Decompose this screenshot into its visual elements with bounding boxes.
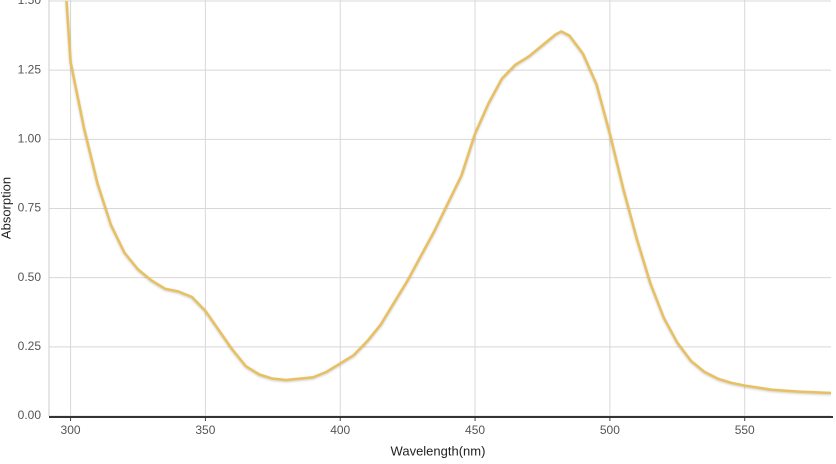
x-tick-label: 450 bbox=[465, 423, 485, 437]
y-tick-label: 0.00 bbox=[18, 408, 42, 422]
x-tick-label: 550 bbox=[735, 423, 755, 437]
x-axis-title: Wavelength(nm) bbox=[391, 443, 486, 458]
y-tick-label: 1.00 bbox=[18, 132, 42, 146]
y-tick-label: 1.25 bbox=[18, 62, 42, 76]
y-tick-label: 0.25 bbox=[18, 339, 42, 353]
x-tick-label: 300 bbox=[61, 423, 81, 437]
y-tick-label: 1.50 bbox=[18, 0, 42, 7]
x-tick-label: 500 bbox=[600, 423, 620, 437]
data-line bbox=[65, 0, 831, 395]
x-tick-label: 350 bbox=[195, 423, 215, 437]
x-tick-label: 400 bbox=[330, 423, 350, 437]
y-tick-label: 0.75 bbox=[18, 201, 42, 215]
y-tick-label: 0.50 bbox=[18, 270, 42, 284]
y-axis-title: Absorption bbox=[0, 177, 13, 239]
